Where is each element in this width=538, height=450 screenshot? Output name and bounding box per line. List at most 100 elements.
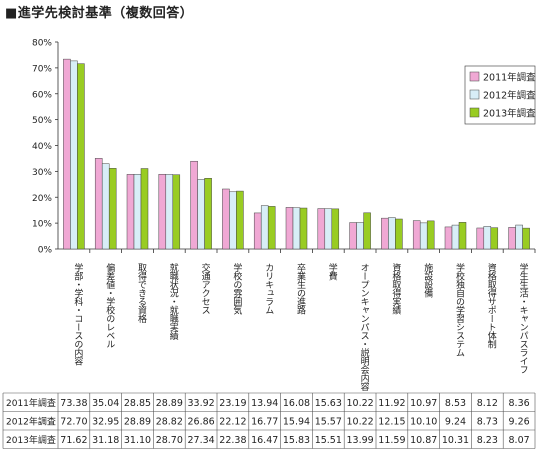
table-cell-value: 28.89 [156,398,183,409]
table-cell-value: 23.19 [219,398,246,409]
x-category-label: 学生生活・キャンパスライフ [518,262,529,374]
bar [229,191,237,250]
table-cell-value: 10.10 [410,416,437,427]
table-cell-value: 8.07 [509,435,530,446]
y-tick-label: 50% [32,116,52,126]
table-row-label: 2013年調査 [6,434,56,446]
x-category-label: 卒業生の進路 [295,262,306,316]
bar [444,226,453,250]
chart-title: ■進学先検討基準（複数回答） [5,6,194,21]
x-category-label: 交通アクセス [200,262,211,315]
table-cell-value: 28.85 [124,398,151,409]
bar [419,222,428,250]
table-cell-value: 15.83 [283,435,310,446]
table-cell-value: 13.99 [346,435,373,446]
y-tick-label: 10% [32,220,52,230]
table-cell-value: 35.04 [92,398,119,409]
y-tick-label: 20% [32,194,52,204]
table-cell-value: 31.10 [124,435,151,446]
table-cell-value: 12.15 [378,416,405,427]
legend-label: 2011年調査 [483,72,536,84]
bar [133,173,142,250]
bar [451,224,460,250]
bar [490,227,499,250]
table-cell-value: 8.53 [445,398,466,409]
table-cell-value: 11.92 [378,398,405,409]
bar [190,160,198,250]
y-tick-label: 40% [32,142,52,152]
bar [77,63,85,250]
legend-swatch [469,107,480,118]
bar [324,208,333,250]
table-cell-value: 22.12 [219,416,246,427]
bar [388,217,396,250]
bar [483,226,492,250]
table-cell-value: 8.36 [509,398,530,409]
bar [412,220,421,250]
table-cell-value: 71.62 [60,435,87,446]
bar [165,174,174,250]
bar [253,212,262,250]
bar [267,206,276,250]
bar [172,174,181,250]
bar [158,173,167,250]
table-row-label: 2011年調査 [6,397,56,409]
bar [356,222,364,250]
x-category-label: 学費 [327,262,338,282]
x-category-label: 取得できる資格 [136,263,147,324]
table-cell-value: 10.31 [442,435,469,446]
table-cell-value: 15.63 [315,398,342,409]
table-cell-value: 22.38 [219,435,246,446]
bar [292,207,301,250]
y-tick-label: 0% [38,246,53,256]
table-cell-value: 28.89 [124,416,151,427]
y-tick-label: 60% [32,90,52,100]
bar [395,218,403,250]
bar [299,207,308,250]
x-category-label: カリキュラム [263,263,274,315]
legend-swatch [469,71,480,82]
table-cell-value: 16.47 [251,435,278,446]
legend-swatch [469,89,480,100]
table-cell-value: 13.94 [251,398,278,409]
y-tick-label: 80% [32,39,52,49]
x-category-label: 就職状況・就職実績 [168,262,179,341]
table-cell-value: 15.94 [283,416,310,427]
table-cell-value: 8.73 [477,416,498,427]
bar [222,188,230,250]
x-category-label: 学部・学科・コースの内容 [72,262,83,367]
table-cell-value: 26.86 [187,416,214,427]
table-cell-value: 33.92 [187,398,214,409]
bar [70,60,78,250]
bar [522,227,530,250]
x-category-label: 資格取得実績 [390,262,401,316]
legend-label: 2012年調査 [483,90,536,102]
bar [515,224,523,250]
table-cell-value: 9.24 [445,416,466,427]
table-cell-value: 31.18 [92,435,119,446]
bar [94,158,103,250]
table-cell-value: 16.08 [283,398,310,409]
bar [331,208,340,250]
table-cell-value: 32.95 [92,416,119,427]
table-cell-value: 72.70 [60,416,87,427]
table-cell-value: 15.51 [315,435,342,446]
table-cell-value: 8.12 [477,398,498,409]
bar [458,222,467,250]
x-category-label: 資格取得サポート体制 [486,262,497,349]
bar [126,174,135,250]
table-cell-value: 10.87 [410,435,437,446]
y-tick-label: 30% [32,168,52,178]
table-cell-value: 27.34 [187,435,214,446]
bar [204,178,212,250]
x-category-label: オープンキャンパス・説明会内容 [359,263,370,392]
table-row-label: 2012年調査 [6,415,56,427]
bar [381,217,389,250]
bar [101,163,110,250]
table-cell-value: 8.23 [477,435,498,446]
table-cell-value: 28.82 [156,416,183,427]
bar [140,168,149,250]
table-cell-value: 15.57 [315,416,342,427]
table-cell-value: 16.77 [251,416,278,427]
